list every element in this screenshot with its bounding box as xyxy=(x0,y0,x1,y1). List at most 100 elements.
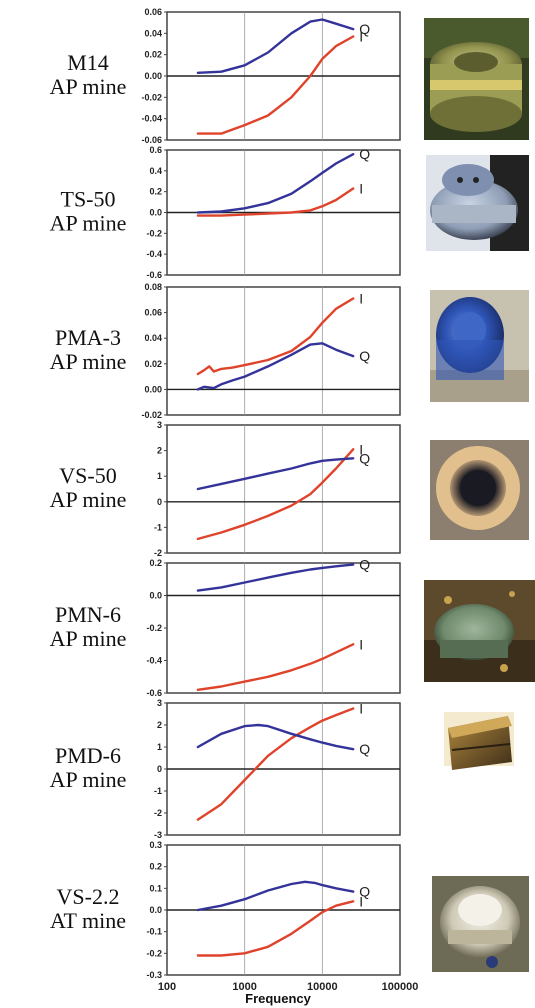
mine-type-label: AP mine xyxy=(50,767,127,792)
series-tag-I: I xyxy=(359,893,363,909)
series-line-Q xyxy=(196,563,355,592)
x-tick-label: 10000 xyxy=(307,981,338,993)
series-tag-I: I xyxy=(359,701,363,717)
photos xyxy=(424,18,535,972)
series-line-Q xyxy=(196,723,355,751)
series-tag-I: I xyxy=(359,29,363,45)
x-tick-labels: 100 1000 10000 100000 xyxy=(158,981,419,993)
m14-mine-photo xyxy=(424,18,529,140)
pma3-mine-photo xyxy=(430,290,529,402)
mine-type-label: AP mine xyxy=(50,74,127,99)
y-tick-label: -0.6 xyxy=(146,688,162,698)
series-line-Q xyxy=(196,880,355,912)
series-line-Q xyxy=(196,342,355,391)
mine-type-label: AT mine xyxy=(50,908,126,933)
y-tick-label: -1 xyxy=(154,786,162,796)
y-tick-label: 2 xyxy=(157,720,162,730)
y-tick-label: 0.02 xyxy=(144,50,162,60)
y-tick-label: -0.2 xyxy=(146,623,162,633)
y-tick-label: -0.02 xyxy=(141,92,162,102)
y-tick-label: -0.06 xyxy=(141,135,162,145)
series-line-I xyxy=(196,707,355,821)
series-tag-I: I xyxy=(359,441,363,457)
y-tick-label: 0.3 xyxy=(149,840,162,850)
series-tag-Q: Q xyxy=(359,348,370,364)
y-tick-label: 0.08 xyxy=(144,282,162,292)
y-tick-label: 1 xyxy=(157,742,162,752)
y-tick-label: 0.06 xyxy=(144,7,162,17)
mine-name-label: VS-2.2 xyxy=(57,884,120,909)
pmn6-mine-photo xyxy=(424,580,535,682)
mine-type-label: AP mine xyxy=(50,626,127,651)
x-tick-label: 100 xyxy=(158,981,176,993)
y-tick-label: 0.00 xyxy=(144,71,162,81)
y-tick-label: 0.04 xyxy=(144,28,162,38)
mine-name-label: VS-50 xyxy=(59,463,116,488)
y-tick-label: 1 xyxy=(157,471,162,481)
y-tick-label: -0.2 xyxy=(146,228,162,238)
y-tick-label: -1 xyxy=(154,522,162,532)
series-tag-Q: Q xyxy=(359,146,370,162)
series-line-I xyxy=(196,297,355,376)
series-line-Q xyxy=(196,457,355,491)
series-tag-I: I xyxy=(359,291,363,307)
ts50-mine-photo xyxy=(426,155,529,251)
y-tick-label: 3 xyxy=(157,420,162,430)
y-tick-label: 0.2 xyxy=(149,187,162,197)
series-tag-I: I xyxy=(359,181,363,197)
series-line-I xyxy=(196,187,355,217)
y-tick-label: -0.4 xyxy=(146,656,162,666)
y-tick-label: 0 xyxy=(157,764,162,774)
x-axis-label: Frequency xyxy=(245,991,312,1006)
series-line-I xyxy=(196,900,355,957)
mine-type-label: AP mine xyxy=(50,211,127,236)
mine-name-label: PMD-6 xyxy=(55,743,121,768)
series-tag-Q: Q xyxy=(359,884,370,900)
panel-3: PMA-3AP mine -0.02 0.00 0.02 0.04 0.06 0.08 I Q xyxy=(50,282,401,420)
y-tick-label: -0.02 xyxy=(141,410,162,420)
y-tick-label: 0.0 xyxy=(149,905,162,915)
plot-frame xyxy=(166,562,401,694)
y-tick-label: -2 xyxy=(154,548,162,558)
mine-name-label: PMN-6 xyxy=(55,602,121,627)
x-axis: 100 1000 10000 100000 Frequency xyxy=(158,981,419,1006)
y-tick-label: 0.6 xyxy=(149,145,162,155)
series-line-Q xyxy=(196,152,355,214)
mine-name-label: TS-50 xyxy=(61,187,116,212)
vs50-mine-photo xyxy=(430,440,529,540)
y-tick-label: 3 xyxy=(157,698,162,708)
y-tick-label: -3 xyxy=(154,830,162,840)
vs22-mine-photo xyxy=(432,876,529,972)
plot-frame xyxy=(166,286,401,416)
plot-frame xyxy=(166,424,401,554)
y-tick-label: -0.1 xyxy=(146,927,162,937)
mine-name-label: M14 xyxy=(67,50,109,75)
y-tick-label: 0.06 xyxy=(144,308,162,318)
y-tick-label: 0.0 xyxy=(149,208,162,218)
series-line-I xyxy=(196,448,355,541)
series-line-Q xyxy=(196,18,355,75)
mine-name-label: PMA-3 xyxy=(55,325,121,350)
y-tick-label: -0.04 xyxy=(141,114,162,124)
mine-type-label: AP mine xyxy=(50,487,127,512)
series-tag-Q: Q xyxy=(359,21,370,37)
pmd6-mine-photo xyxy=(444,712,514,770)
y-tick-label: -2 xyxy=(154,808,162,818)
x-tick-label: 100000 xyxy=(382,981,419,993)
y-tick-label: 0.00 xyxy=(144,384,162,394)
series-line-I xyxy=(196,35,355,135)
series-tag-Q: Q xyxy=(359,741,370,757)
series-line-I xyxy=(196,643,355,691)
y-tick-label: 0.2 xyxy=(149,558,162,568)
mine-type-label: AP mine xyxy=(50,349,127,374)
y-tick-label: -0.4 xyxy=(146,249,162,259)
y-tick-label: 0.04 xyxy=(144,333,162,343)
panel-7: VS-2.2AT mine -0.3 -0.2 -0.1 0.0 0.1 0.2 0.3 QI xyxy=(50,840,401,980)
x-tick-label: 1000 xyxy=(232,981,256,993)
y-tick-label: 2 xyxy=(157,446,162,456)
y-tick-label: 0.1 xyxy=(149,883,162,893)
y-tick-label: 0.0 xyxy=(149,591,162,601)
